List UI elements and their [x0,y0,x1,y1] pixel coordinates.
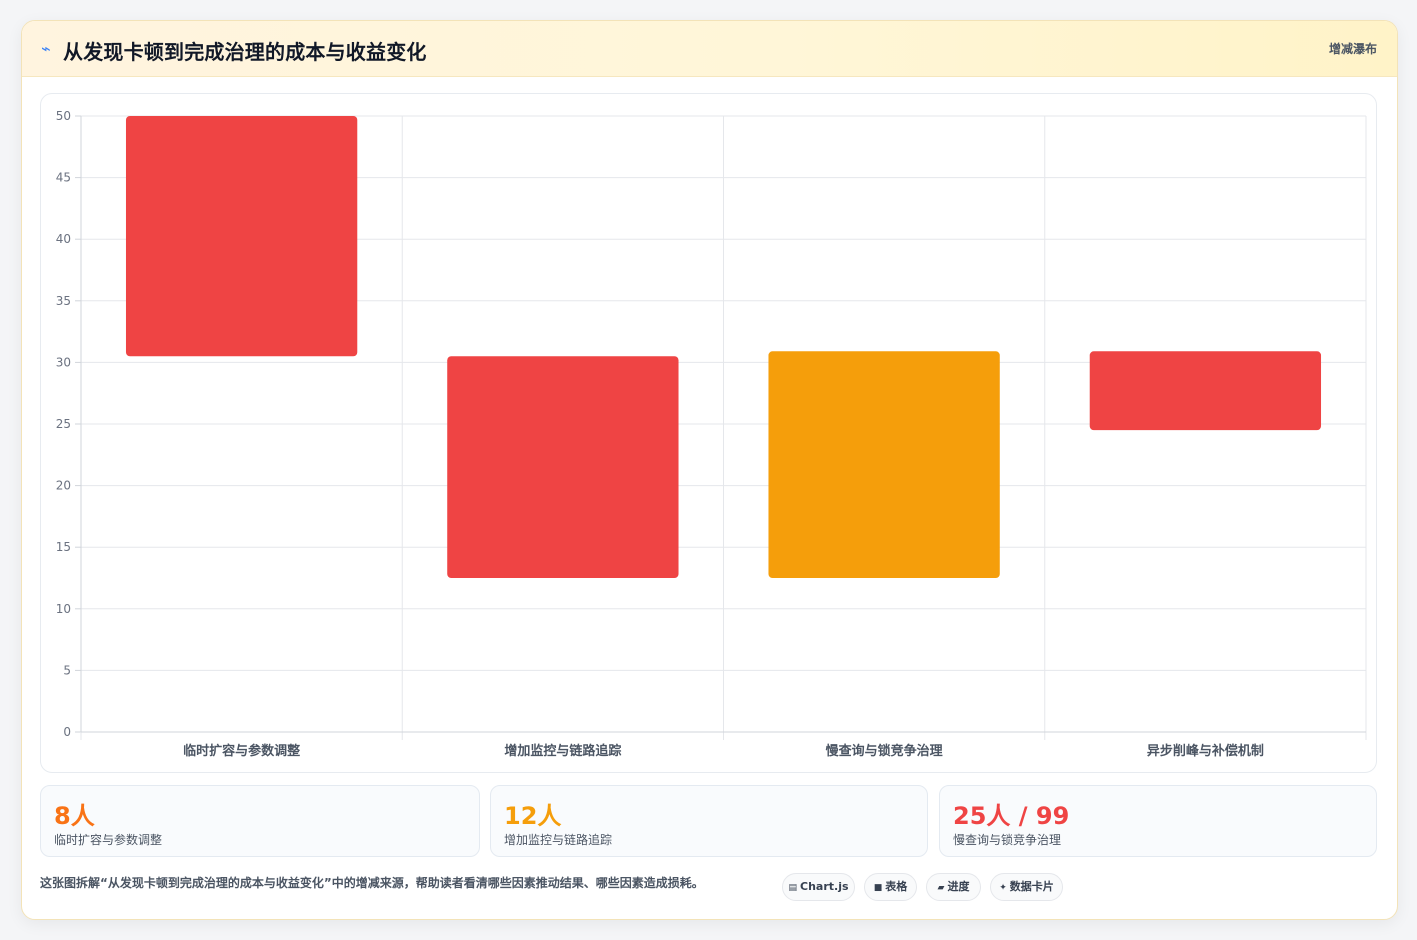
stat-card-1: 8人 临时扩容与参数调整 [40,785,480,857]
bar [1089,351,1322,431]
card-icon: ✦ [999,883,1007,893]
stat-label: 增加监控与链路追踪 [504,833,613,847]
stat-label: 慢查询与锁竞争治理 [953,833,1062,847]
chip-progress[interactable]: ▰ 进度 [926,873,981,901]
card-header: ⌁ 从发现卡顿到完成治理的成本与收益变化 增减瀑布 [22,21,1397,77]
y-tick-label: 5 [63,663,71,677]
y-tick-label: 0 [63,725,71,739]
bar [768,351,1000,578]
chart-panel: 0 5 10 15 20 25 30 35 40 45 50 临时扩容与参数调整 增加监控与链路追踪 慢查… [40,93,1377,773]
y-tick-label: 40 [56,232,71,246]
stat-value: 8人 [54,802,95,830]
stat-value: 25人 / 99 [953,802,1070,830]
chip-chartjs[interactable]: ▤ Chart.js [782,873,855,901]
chip-label: 表格 [885,880,908,893]
chart-type-tag: 增减瀑布 [1328,42,1377,56]
y-tick-label: 35 [56,294,71,308]
x-tick-label: 临时扩容与参数调整 [183,743,301,759]
chip-data-card[interactable]: ✦ 数据卡片 [990,873,1063,901]
x-tick-label: 增加监控与链路追踪 [504,743,621,759]
x-tick-label: 异步削峰与补偿机制 [1147,743,1264,759]
stat-value: 12人 [504,802,562,830]
stat-card-2: 12人 增加监控与链路追踪 [490,785,928,857]
chart-description: 这张图拆解“从发现卡顿到完成治理的成本与收益变化”中的增减来源，帮助读者看清哪些… [40,876,704,890]
chart-icon: ▤ [788,883,797,893]
bar [125,116,358,357]
y-tick-label: 25 [56,417,71,431]
y-tick-label: 10 [56,602,71,616]
page-title: 从发现卡顿到完成治理的成本与收益变化 [63,40,427,64]
chip-label: 数据卡片 [1009,880,1054,893]
chip-label: 进度 [947,880,970,893]
bar [447,356,679,578]
y-tick-label: 45 [56,171,71,185]
table-icon: ■ [873,883,883,893]
y-tick-label: 30 [56,355,71,369]
progress-icon: ▰ [937,883,945,893]
chart-card: ⌁ 从发现卡顿到完成治理的成本与收益变化 增减瀑布 0 5 10 15 20 25 30 35… [21,20,1398,920]
lightning-icon: ⌁ [41,39,51,58]
chip-label: Chart.js [800,880,849,893]
chip-table[interactable]: ■ 表格 [864,873,917,901]
x-tick-label: 慢查询与锁竞争治理 [826,743,943,759]
waterfall-chart: 0 5 10 15 20 25 30 35 40 45 50 临时扩容与参数调整 增加监控与链路追踪 慢查… [56,109,1367,759]
y-tick-label: 20 [56,479,71,493]
stat-label: 临时扩容与参数调整 [54,833,163,847]
y-tick-label: 15 [56,540,71,554]
y-tick-label: 50 [56,109,71,123]
stat-card-3: 25人 / 99 慢查询与锁竞争治理 [939,785,1377,857]
